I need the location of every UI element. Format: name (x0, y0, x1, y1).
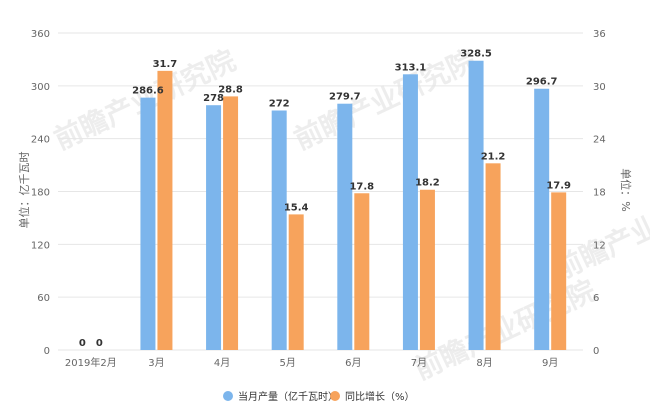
data-label: 17.8 (349, 181, 374, 192)
bar-output (402, 74, 418, 350)
y-tick-label: 60 (37, 293, 50, 304)
y2-tick-label: 36 (593, 29, 606, 40)
data-label: 279.7 (329, 92, 361, 103)
data-label: 286.6 (132, 86, 164, 97)
watermark-text: 前瞻产业研究院 (409, 274, 601, 387)
x-tick-label: 9月 (542, 357, 558, 369)
data-label: 18.2 (415, 178, 440, 189)
data-label: 31.7 (153, 59, 178, 70)
bar-output (468, 60, 484, 351)
bar-output (206, 105, 222, 350)
data-label: 15.4 (284, 202, 309, 213)
data-label: 278 (203, 93, 224, 104)
data-label: 272 (269, 98, 290, 109)
data-label: 0 (96, 338, 103, 349)
left-axis-label: 单位：亿千瓦时 (17, 152, 31, 229)
bar-growth (485, 163, 501, 350)
bar-growth (223, 96, 239, 351)
data-label: 328.5 (460, 49, 492, 60)
y2-tick-label: 18 (593, 188, 606, 199)
right-axis-label: 单位：% (619, 168, 633, 211)
left-axis-ticks: 0 60 120 180 240 300 360 (31, 29, 50, 357)
data-label: 28.8 (218, 84, 243, 95)
data-label: 296.7 (526, 77, 558, 88)
x-tick-label: 3月 (148, 357, 164, 369)
x-tick-label: 7月 (411, 357, 427, 369)
data-label: 0 (79, 338, 86, 349)
y-tick-label: 360 (31, 29, 50, 40)
legend-marker (223, 391, 233, 401)
data-label: 313.1 (395, 62, 427, 73)
bar-output (140, 97, 156, 350)
bar-output (271, 110, 287, 350)
watermark-text: 前瞻产业研究院 (289, 44, 481, 157)
x-tick-label: 5月 (280, 357, 296, 369)
y-tick-label: 0 (44, 346, 50, 357)
legend: 当月产量（亿千瓦时） 同比增长（%） (223, 390, 415, 403)
y-tick-label: 300 (31, 82, 50, 93)
x-tick-label: 4月 (214, 357, 230, 369)
legend-label: 同比增长（%） (345, 390, 415, 403)
y2-tick-label: 0 (593, 346, 599, 357)
bar-growth (157, 70, 173, 350)
y2-tick-label: 12 (593, 240, 606, 251)
bar-growth (551, 192, 567, 350)
bar-growth (288, 214, 304, 350)
y-tick-label: 240 (31, 135, 50, 146)
y2-tick-label: 24 (593, 135, 606, 146)
x-axis-ticks: 2019年2月 3月 4月 5月 6月 7月 8月 9月 (65, 356, 558, 369)
y2-tick-label: 30 (593, 82, 606, 93)
legend-marker (330, 391, 340, 401)
right-axis-ticks: 0 6 12 18 24 30 36 (593, 29, 606, 357)
bars-group (140, 60, 567, 351)
data-label: 17.9 (546, 180, 571, 191)
y-tick-label: 120 (31, 240, 50, 251)
x-tick-label: 6月 (345, 357, 361, 369)
y2-tick-label: 6 (593, 293, 599, 304)
x-tick-label: 2019年2月 (65, 356, 117, 369)
y-tick-label: 180 (31, 188, 50, 199)
data-label: 21.2 (481, 151, 506, 162)
x-tick-label: 8月 (476, 357, 492, 369)
bar-output (534, 88, 550, 350)
legend-label: 当月产量（亿千瓦时） (238, 390, 338, 403)
bar-growth (419, 189, 435, 350)
bar-output (337, 103, 353, 350)
gridlines (58, 32, 583, 351)
bar-growth (354, 193, 370, 350)
